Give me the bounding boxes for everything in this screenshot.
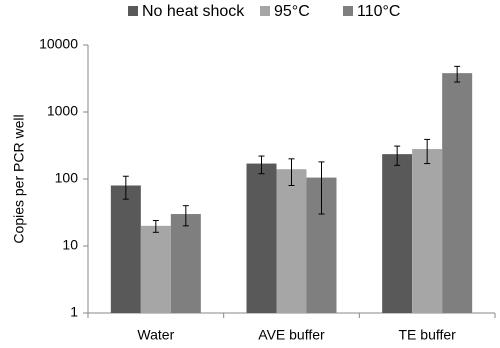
bar bbox=[140, 225, 171, 313]
y-tick-label: 100 bbox=[55, 170, 79, 186]
legend-label: 110°C bbox=[357, 3, 400, 20]
y-axis-label: Copies per PCR well bbox=[11, 114, 27, 243]
legend-swatch bbox=[260, 6, 270, 16]
legend-label: No heat shock bbox=[142, 3, 245, 20]
y-tick-label: 10000 bbox=[39, 36, 78, 52]
legend-label: 95°C bbox=[274, 3, 310, 20]
x-tick-label: AVE buffer bbox=[258, 327, 325, 343]
bar bbox=[170, 214, 201, 313]
y-tick-label: 1000 bbox=[47, 103, 78, 119]
bar bbox=[442, 73, 473, 313]
x-tick-label: Water bbox=[137, 327, 174, 343]
bar bbox=[276, 169, 307, 313]
bar bbox=[246, 163, 277, 313]
y-tick-label: 10 bbox=[62, 237, 78, 253]
bar bbox=[382, 154, 413, 313]
bar bbox=[412, 149, 443, 313]
y-tick-label: 1 bbox=[70, 304, 78, 320]
legend-swatch bbox=[343, 6, 353, 16]
x-tick-label: TE buffer bbox=[399, 327, 457, 343]
bar bbox=[110, 185, 141, 313]
legend-swatch bbox=[128, 6, 138, 16]
